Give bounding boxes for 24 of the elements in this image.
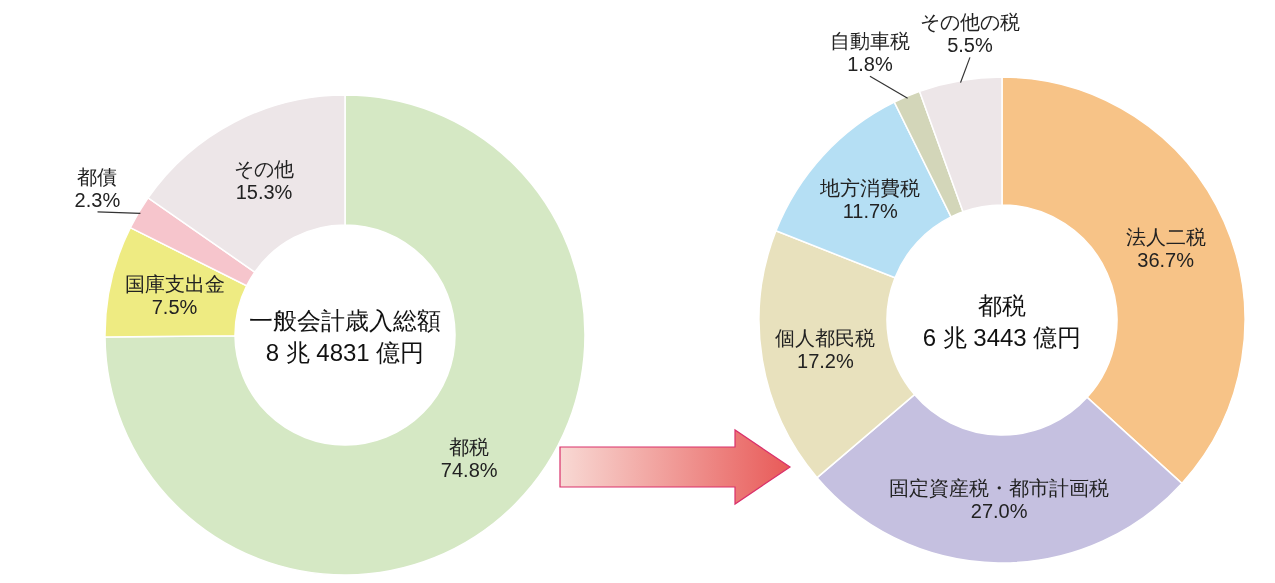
text: 6 兆 3443 億円	[922, 324, 1082, 351]
data-label: 11.7%	[842, 199, 899, 222]
slice-label: 法人二税	[1125, 225, 1206, 248]
slice-label: 自動車税	[829, 30, 910, 53]
data-label: 36.7%	[1137, 248, 1195, 271]
slice-label: 個人都民税	[775, 327, 876, 350]
data-label: 15.3%	[235, 180, 293, 203]
slice-label: 都債	[77, 165, 118, 188]
data-label: 2.3%	[74, 188, 121, 211]
slice-label: その他	[234, 157, 295, 180]
slice-label: その他の税	[919, 11, 1020, 34]
text: 都税	[978, 292, 1026, 319]
slice-label: 固定資産税・都市計画税	[889, 476, 1110, 499]
text: 一般会計歳入総額	[249, 307, 441, 334]
data-label: 1.8%	[847, 53, 893, 76]
slice-label: 都税	[449, 436, 490, 459]
text: 8 兆 4831 億円	[265, 339, 425, 366]
data-label: 5.5%	[947, 34, 993, 57]
data-label: 74.8%	[440, 459, 498, 482]
data-label: 27.0%	[970, 499, 1028, 522]
slice-label: 地方消費税	[819, 176, 921, 199]
slice-label: 国庫支出金	[124, 273, 225, 296]
data-label: 17.2%	[797, 350, 854, 373]
data-label: 7.5%	[151, 296, 198, 319]
